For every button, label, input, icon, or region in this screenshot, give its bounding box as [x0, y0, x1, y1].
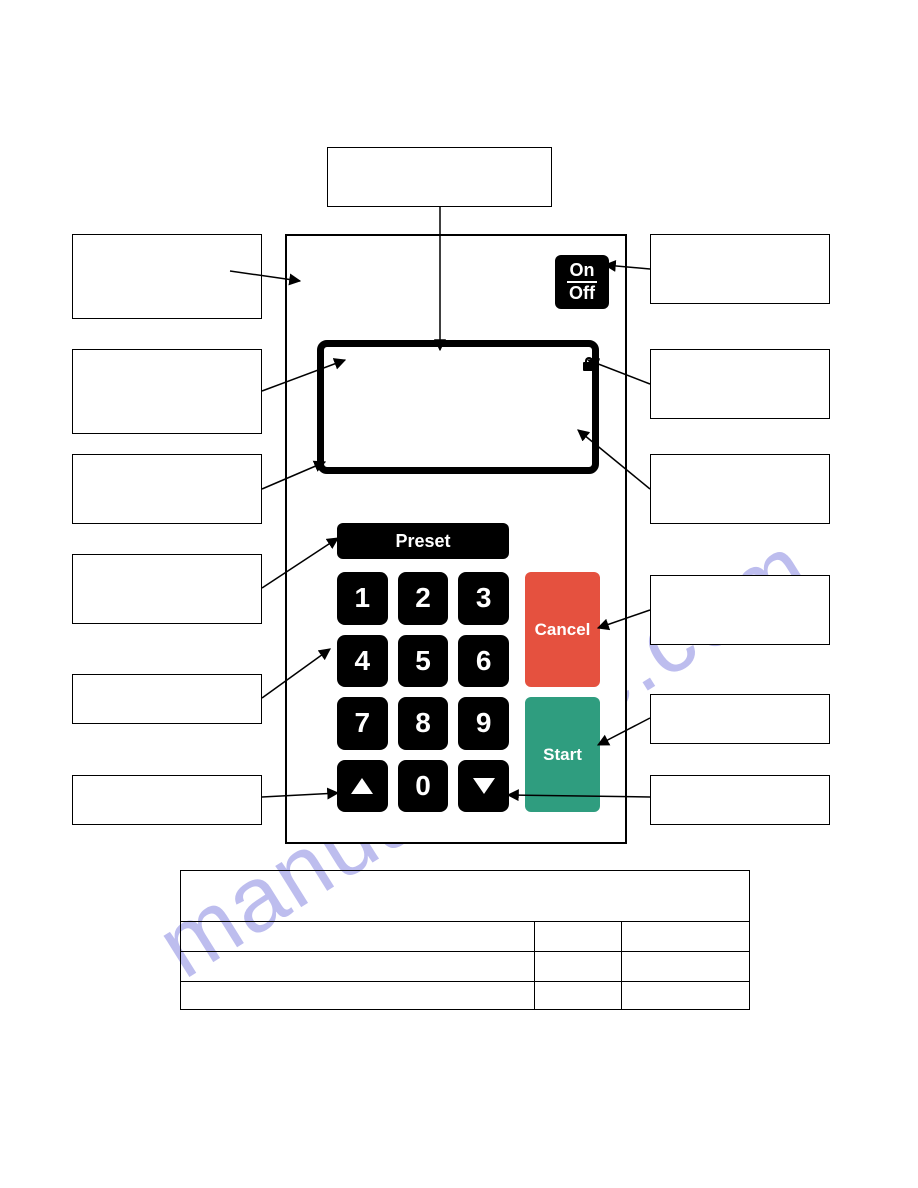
callout-box-left-4: [72, 554, 262, 624]
cancel-label: Cancel: [535, 620, 591, 640]
callout-box-right-3: [650, 454, 830, 524]
callout-box-right-4: [650, 575, 830, 645]
triangle-down-icon: [473, 778, 495, 794]
key-label: 1: [355, 582, 371, 614]
key-0[interactable]: 0: [398, 760, 449, 813]
callout-box-left-1: [72, 234, 262, 319]
display-screen: [317, 340, 599, 474]
key-3[interactable]: 3: [458, 572, 509, 625]
on-off-bottom-label: Off: [569, 284, 595, 303]
callout-box-left-6: [72, 775, 262, 825]
key-label: 8: [415, 707, 431, 739]
key-8[interactable]: 8: [398, 697, 449, 750]
table-row-divider: [181, 951, 749, 952]
key-2[interactable]: 2: [398, 572, 449, 625]
callout-box-right-1: [650, 234, 830, 304]
preset-button[interactable]: Preset: [337, 523, 509, 559]
key-down-arrow[interactable]: [458, 760, 509, 813]
key-9[interactable]: 9: [458, 697, 509, 750]
key-7[interactable]: 7: [337, 697, 388, 750]
cancel-button[interactable]: Cancel: [525, 572, 600, 687]
device-panel: On Off Preset 1 2 3 4 5 6 7 8 9 0 Cancel Start: [285, 234, 627, 844]
callout-box-left-5: [72, 674, 262, 724]
callout-box-right-2: [650, 349, 830, 419]
key-label: 2: [415, 582, 431, 614]
key-label: 0: [415, 770, 431, 802]
triangle-up-icon: [351, 778, 373, 794]
keypad: 1 2 3 4 5 6 7 8 9 0: [337, 572, 509, 812]
table-row-divider: [181, 921, 749, 922]
key-label: 3: [476, 582, 492, 614]
table-col-divider: [621, 921, 622, 1009]
callout-box-left-2: [72, 349, 262, 434]
key-up-arrow[interactable]: [337, 760, 388, 813]
preset-label: Preset: [395, 531, 450, 552]
key-6[interactable]: 6: [458, 635, 509, 688]
on-off-button[interactable]: On Off: [555, 255, 609, 309]
key-label: 9: [476, 707, 492, 739]
key-1[interactable]: 1: [337, 572, 388, 625]
key-5[interactable]: 5: [398, 635, 449, 688]
callout-box-right-5: [650, 694, 830, 744]
start-label: Start: [543, 745, 582, 765]
key-label: 5: [415, 645, 431, 677]
lock-icon: [583, 357, 595, 371]
on-off-top-label: On: [570, 261, 595, 280]
table-col-divider: [534, 921, 535, 1009]
start-button[interactable]: Start: [525, 697, 600, 812]
callout-box-left-3: [72, 454, 262, 524]
data-table: [180, 870, 750, 1010]
key-label: 7: [355, 707, 371, 739]
key-label: 6: [476, 645, 492, 677]
key-label: 4: [355, 645, 371, 677]
table-row-divider: [181, 981, 749, 982]
callout-box-top: [327, 147, 552, 207]
page: manualchive.com On Off Preset 1234567890: [0, 0, 918, 1188]
key-4[interactable]: 4: [337, 635, 388, 688]
callout-box-right-6: [650, 775, 830, 825]
